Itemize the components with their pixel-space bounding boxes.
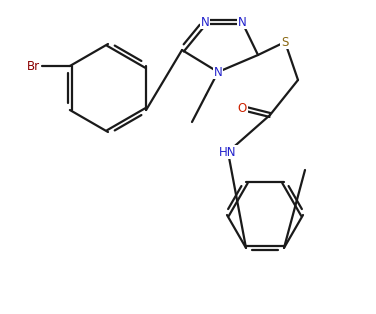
Text: N: N (238, 15, 246, 29)
Text: N: N (214, 66, 222, 78)
Text: N: N (201, 15, 209, 29)
Text: Br: Br (27, 59, 40, 73)
Text: S: S (281, 35, 289, 48)
Text: O: O (237, 101, 247, 115)
Text: HN: HN (219, 145, 237, 159)
